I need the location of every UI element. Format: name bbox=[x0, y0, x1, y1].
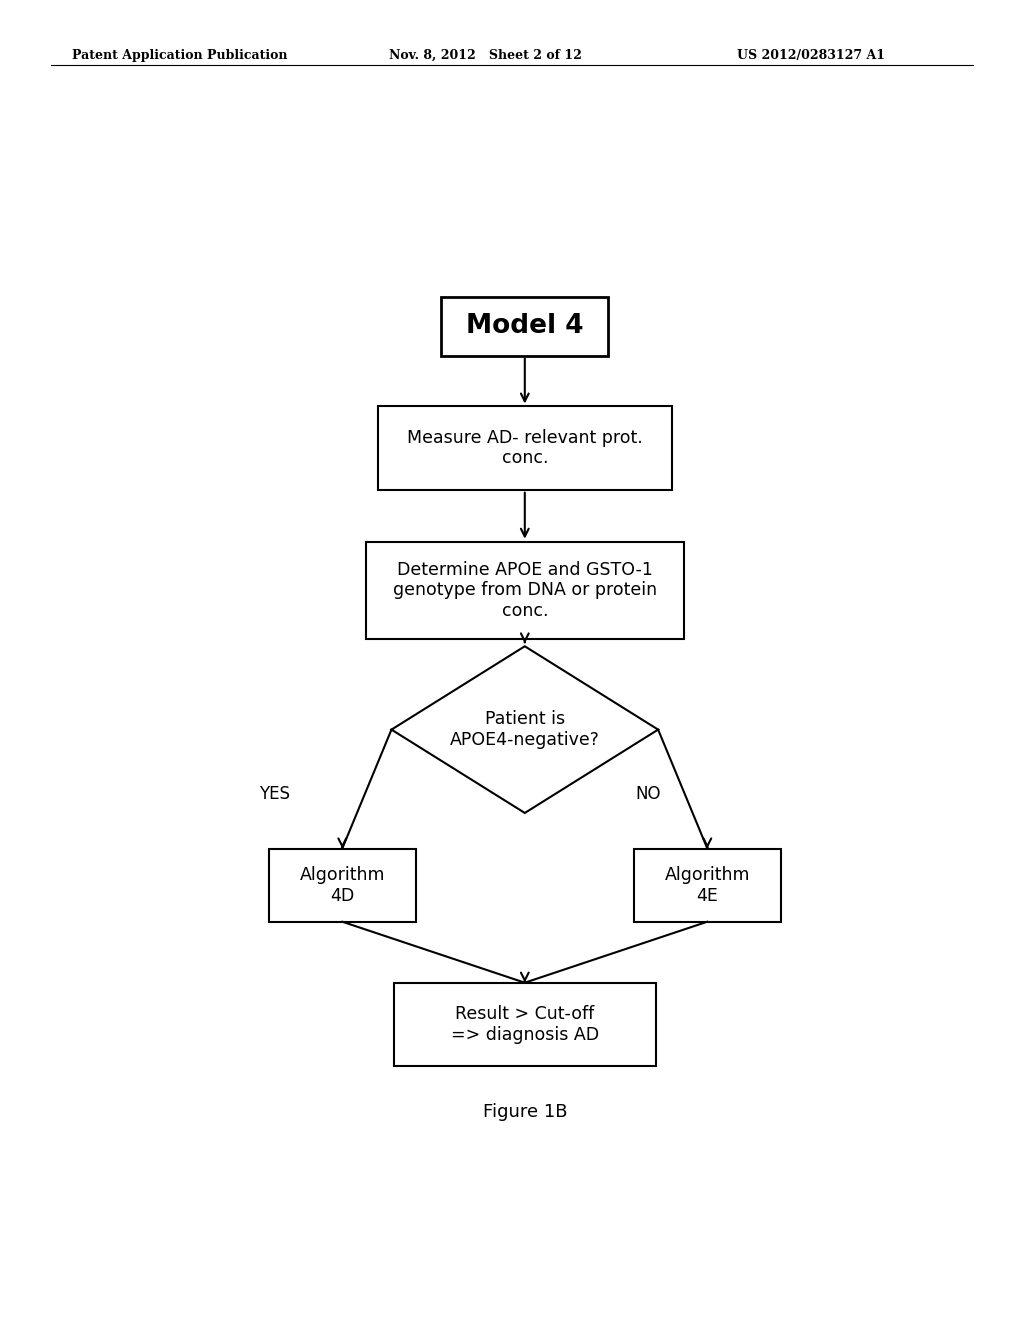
Text: Algorithm
4E: Algorithm 4E bbox=[665, 866, 750, 904]
Text: Patent Application Publication: Patent Application Publication bbox=[72, 49, 287, 62]
Text: Figure 1B: Figure 1B bbox=[482, 1102, 567, 1121]
Bar bbox=[269, 849, 416, 921]
Text: Model 4: Model 4 bbox=[466, 313, 584, 339]
Bar bbox=[634, 849, 780, 921]
Text: Result > Cut-off
=> diagnosis AD: Result > Cut-off => diagnosis AD bbox=[451, 1005, 599, 1044]
Polygon shape bbox=[391, 647, 658, 813]
Bar bbox=[441, 297, 608, 355]
Bar bbox=[394, 982, 655, 1067]
Text: Determine APOE and GSTO-1
genotype from DNA or protein
conc.: Determine APOE and GSTO-1 genotype from … bbox=[393, 561, 656, 620]
Text: NO: NO bbox=[635, 784, 660, 803]
Text: YES: YES bbox=[259, 784, 291, 803]
Text: Algorithm
4D: Algorithm 4D bbox=[300, 866, 385, 904]
Text: Patient is
APOE4-negative?: Patient is APOE4-negative? bbox=[450, 710, 600, 748]
Text: US 2012/0283127 A1: US 2012/0283127 A1 bbox=[737, 49, 886, 62]
Text: Nov. 8, 2012   Sheet 2 of 12: Nov. 8, 2012 Sheet 2 of 12 bbox=[389, 49, 582, 62]
Text: Measure AD- relevant prot.
conc.: Measure AD- relevant prot. conc. bbox=[407, 429, 643, 467]
Bar bbox=[378, 407, 672, 490]
Bar bbox=[367, 541, 684, 639]
